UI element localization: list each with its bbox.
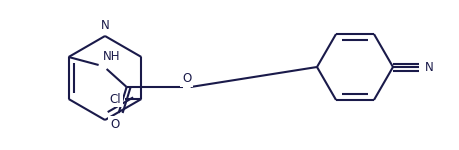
Text: O: O	[182, 72, 191, 85]
Text: N: N	[101, 19, 109, 32]
Text: O: O	[110, 118, 119, 131]
Text: Cl: Cl	[110, 93, 121, 105]
Text: N: N	[424, 60, 433, 74]
Text: NH: NH	[102, 50, 120, 63]
